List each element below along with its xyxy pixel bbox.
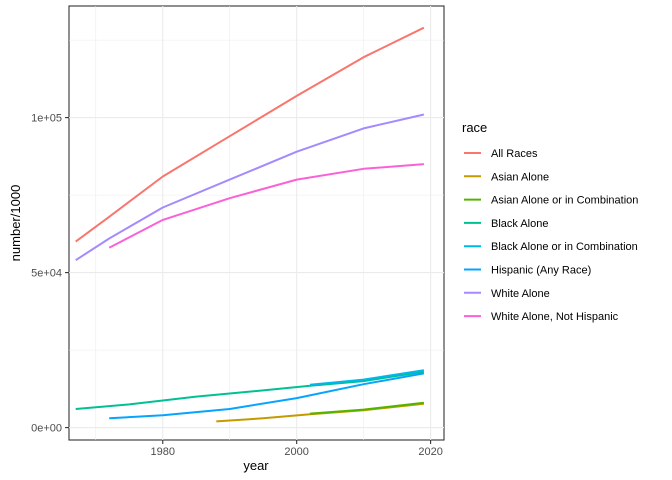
series-line-hispanic-any-race <box>109 372 425 420</box>
x-axis: 1980 2000 2020 <box>151 440 443 458</box>
legend-label-white-alone: White Alone <box>491 288 550 300</box>
legend-title: race <box>462 120 487 135</box>
grid-major <box>69 6 444 440</box>
y-tick-label: 1e+05 <box>31 113 62 125</box>
legend-label-black-alone: Black Alone <box>491 218 548 230</box>
series-line-white-alone-not-hispanic <box>108 163 424 249</box>
series-line-all-races <box>75 26 425 243</box>
legend-label-asian-alone-or-in-combination: Asian Alone or in Combination <box>491 195 638 207</box>
legend-label-white-alone-not-hispanic: White Alone, Not Hispanic <box>491 311 619 323</box>
legend-label-hispanic-any-race: Hispanic (Any Race) <box>491 265 591 277</box>
series-line-white-alone <box>75 113 425 262</box>
x-axis-title: year <box>243 458 269 473</box>
y-tick-label: 0e+00 <box>31 423 62 435</box>
legend: race All Races Asian Alone Asian Alone or … <box>462 120 638 323</box>
plot-panel <box>68 5 445 441</box>
series-line-black-alone-or-in-combination <box>310 369 425 386</box>
legend-label-black-alone-or-in-combination: Black Alone or in Combination <box>491 241 638 253</box>
x-tick-label: 2000 <box>284 446 308 458</box>
x-tick-label: 2020 <box>418 446 442 458</box>
y-axis-title: number/1000 <box>8 185 23 262</box>
y-axis: 0e+00 5e+04 1e+05 <box>31 113 69 435</box>
grid-minor <box>69 6 444 440</box>
legend-label-all-races: All Races <box>491 148 538 160</box>
legend-label-asian-alone: Asian Alone <box>491 171 549 183</box>
series-group <box>75 26 425 423</box>
x-tick-label: 1980 <box>151 446 175 458</box>
series-line-asian-alone-or-in-combination <box>310 401 425 415</box>
series-line-black-alone <box>75 370 425 410</box>
y-tick-label: 5e+04 <box>31 268 62 280</box>
